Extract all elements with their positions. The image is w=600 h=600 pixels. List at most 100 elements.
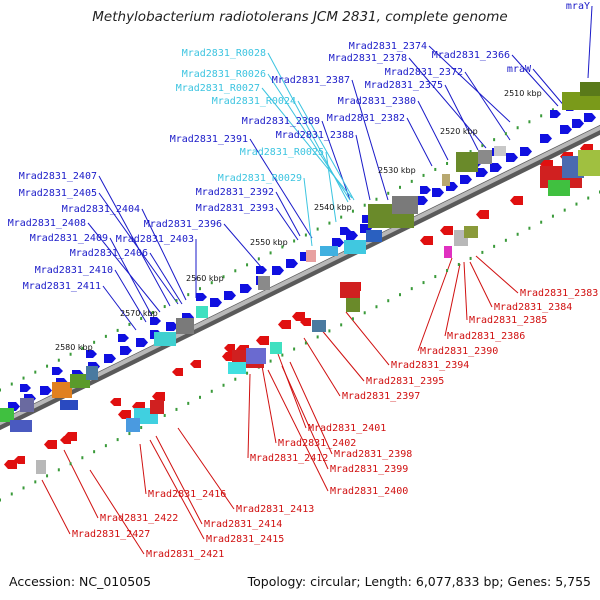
block-teal <box>196 306 208 318</box>
reverse-gene-label: Mrad2831_2401 <box>308 423 386 434</box>
tick-inner <box>375 305 378 309</box>
forward-gene-label: Mrad2831_2404 <box>62 204 140 215</box>
forward-gene-label: Mrad2831_2409 <box>30 233 108 244</box>
forward-gene-label: Mrad2831_2411 <box>23 281 101 292</box>
tick-inner <box>246 371 249 375</box>
scale-label: 2520 kbp <box>440 127 478 136</box>
tick-outer <box>93 340 96 344</box>
leader-line <box>63 449 99 519</box>
tick-outer <box>210 281 213 285</box>
forward-gene-label: Mrad2831_2403 <box>116 234 194 245</box>
tick-inner <box>457 262 460 266</box>
reverse-gene-label: Mrad2831_2402 <box>278 438 356 449</box>
genome-title: Methylobacterium radiotolerans JCM 2831,… <box>92 9 508 25</box>
scale-labels: 2510 kbp 2520 kbp 2530 kbp 2540 kbp 2550 kbp… <box>55 89 542 352</box>
forward-gene <box>332 238 344 247</box>
leader-line <box>325 151 337 223</box>
reverse-gene-label: Mrad2831_2386 <box>447 331 525 342</box>
tick-outer <box>57 358 60 362</box>
leader-line <box>463 261 468 321</box>
forward-gene-label: Mrad2831_2406 <box>70 248 148 259</box>
leader-line <box>303 177 313 247</box>
reverse-gene-label: Mrad2831_2394 <box>391 360 469 371</box>
reverse-gene-label: Mrad2831_2415 <box>206 534 284 545</box>
forward-gene <box>86 350 97 358</box>
forward-gene <box>460 175 472 184</box>
leader-line <box>297 100 355 201</box>
tick-inner <box>575 202 578 206</box>
leader-line <box>109 237 153 317</box>
reverse-gene-label: Mrad2831_2427 <box>72 529 150 540</box>
reverse-gene-label: Mrad2831_2398 <box>334 449 412 460</box>
leader-line <box>141 208 187 301</box>
reverse-gene <box>110 398 121 406</box>
tick-inner <box>363 311 366 315</box>
leader-line <box>417 100 449 161</box>
forward-gene-label: mraY <box>566 1 590 12</box>
scale-label: 2540 kbp <box>314 203 352 212</box>
reverse-gene-label: Mrad2831_2421 <box>146 549 224 560</box>
forward-gene <box>540 134 552 143</box>
tick-outer <box>257 257 260 261</box>
forward-gene-label: Mrad2831_2378 <box>329 53 407 64</box>
block-gray <box>478 150 492 164</box>
reverse-gene <box>420 236 433 245</box>
forward-gene-label: Mrad2831_2392 <box>196 187 274 198</box>
block-purple <box>246 348 266 364</box>
forward-gene-label: Mrad2831_2380 <box>338 96 416 107</box>
tick-outer <box>116 328 119 332</box>
tick-outer <box>316 227 319 231</box>
forward-gene <box>560 125 572 134</box>
leader-line <box>587 5 593 79</box>
scale-label: 2510 kbp <box>504 89 542 98</box>
leader-line <box>289 361 333 455</box>
tick-inner <box>504 238 507 242</box>
tick-outer <box>246 263 249 267</box>
scale-label: 2560 kbp <box>186 274 224 283</box>
tick-outer <box>540 114 543 118</box>
forward-gene-label: Mrad2831_2410 <box>35 265 113 276</box>
block-magenta <box>444 246 452 258</box>
tick-outer <box>551 108 554 112</box>
tick-inner <box>493 244 496 248</box>
tick-outer <box>528 120 531 124</box>
forward-gene <box>52 367 63 375</box>
forward-gene <box>210 298 222 307</box>
reverse-gene-label: Mrad2831_2400 <box>330 486 408 497</box>
block-olive <box>456 152 478 172</box>
leader-line <box>102 285 137 331</box>
reverse-gene-label: Mrad2831_2383 <box>520 288 598 299</box>
tick-outer <box>163 305 166 309</box>
forward-gene-label: Mrad2831_2388 <box>276 130 354 141</box>
forward-gene-label: Mrad2831_2389 <box>242 116 320 127</box>
forward-gene <box>104 354 116 363</box>
tick-outer <box>234 269 237 273</box>
block-olive <box>562 92 600 110</box>
reverse-gene <box>278 320 291 329</box>
leader-line <box>275 191 301 237</box>
tick-outer <box>410 179 413 183</box>
reverse-gene <box>172 368 183 376</box>
forward-gene-label: Mrad2831_2405 <box>19 188 97 199</box>
tick-outer <box>104 334 107 338</box>
tick-outer <box>304 233 307 237</box>
tick-outer <box>222 275 225 279</box>
leader-line <box>406 117 433 167</box>
tick-outer <box>0 388 1 392</box>
forward-gene-label: Mrad2831_2396 <box>144 219 222 230</box>
leader-line <box>249 138 313 239</box>
forward-gene-label: Mrad2831_2408 <box>8 218 86 229</box>
leader-line <box>114 269 147 323</box>
tick-outer <box>446 161 449 165</box>
forward-gene <box>572 119 584 128</box>
block-steel <box>86 366 98 380</box>
tick-inner <box>81 456 84 460</box>
forward-gene <box>286 259 298 268</box>
leader-line <box>98 192 179 305</box>
forward-gene <box>20 384 31 392</box>
leader-line <box>303 337 341 397</box>
tick-outer <box>187 293 190 297</box>
leader-line <box>149 439 205 540</box>
tick-inner <box>446 269 449 273</box>
tick-inner <box>328 329 331 333</box>
